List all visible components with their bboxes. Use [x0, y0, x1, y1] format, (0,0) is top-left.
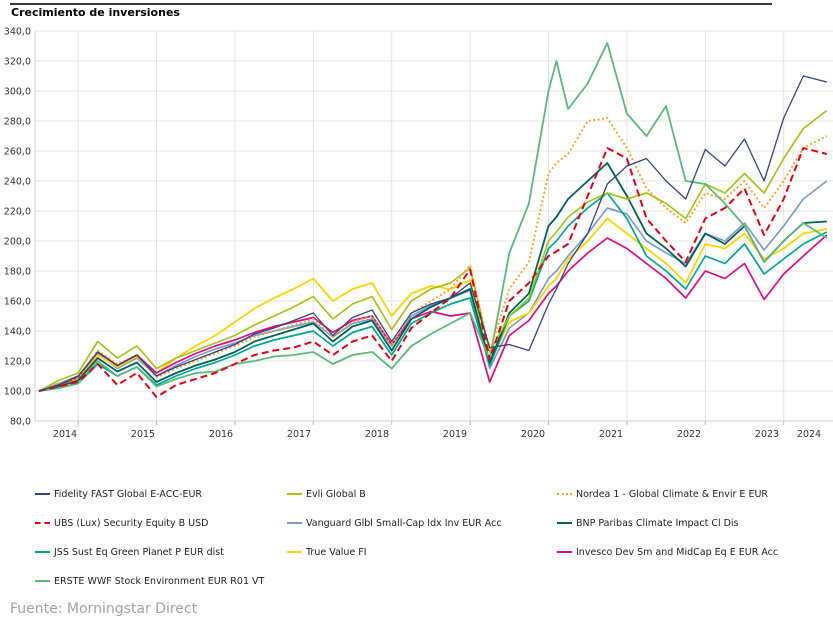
legend-swatch-icon [557, 493, 572, 495]
title-rule [10, 3, 772, 5]
chart-legend: Fidelity FAST Global E-ACC-EUR Evli Globa… [35, 484, 827, 584]
legend-label: UBS (Lux) Security Equity B USD [54, 517, 209, 529]
y-axis-tick-label: 140,0 [4, 327, 31, 338]
legend-item-10: ERSTE WWF Stock Environment EUR R01 VT [35, 571, 287, 584]
legend-swatch-icon [287, 522, 302, 524]
series-line-4 [38, 147, 828, 398]
x-axis-tick-label: 2014 [53, 429, 77, 440]
x-axis-tick-label: 2019 [443, 429, 467, 440]
legend-swatch-icon [287, 551, 302, 553]
legend-label: Fidelity FAST Global E-ACC-EUR [54, 488, 203, 500]
y-axis-tick-label: 160,0 [4, 297, 31, 308]
chart-title: Crecimiento de inversiones [11, 6, 180, 19]
x-axis-tick-label: 2017 [287, 429, 311, 440]
series-line-3 [38, 117, 828, 392]
legend-label: Vanguard Glbl Small-Cap Idx Inv EUR Acc [306, 517, 502, 529]
x-axis-tick-label: 2022 [677, 429, 701, 440]
x-axis-tick-label: 2016 [209, 429, 233, 440]
series-line-7 [38, 192, 828, 392]
y-axis-tick-label: 300,0 [4, 87, 31, 98]
legend-swatch-icon [35, 580, 50, 582]
x-axis-tick-label: 2024 [797, 429, 821, 440]
legend-label: Nordea 1 - Global Climate & Envir E EUR [576, 488, 769, 500]
x-axis-tick-label: 2020 [521, 429, 545, 440]
series-line-9 [38, 234, 828, 392]
y-axis-tick-label: 260,0 [4, 147, 31, 158]
y-axis-tick-label: 180,0 [4, 267, 31, 278]
legend-item-5: Vanguard Glbl Small-Cap Idx Inv EUR Acc [287, 513, 557, 533]
legend-item-9: Invesco Dev Sm and MidCap Eq E EUR Acc [557, 542, 827, 562]
y-axis-tick-label: 340,0 [4, 27, 31, 38]
y-axis-tick-label: 80,0 [10, 417, 31, 428]
legend-swatch-icon [287, 493, 302, 495]
legend-item-7: JSS Sust Eq Green Planet P EUR dist [35, 542, 287, 562]
legend-item-1: Fidelity FAST Global E-ACC-EUR [35, 484, 287, 504]
y-axis-tick-label: 280,0 [4, 117, 31, 128]
legend-item-6: BNP Paribas Climate Impact Cl Dis [557, 513, 827, 533]
legend-item-4: UBS (Lux) Security Equity B USD [35, 513, 287, 533]
legend-item-3: Nordea 1 - Global Climate & Envir E EUR [557, 484, 827, 504]
legend-swatch-icon [557, 522, 572, 524]
investment-growth-chart: 340,0 320,0 300,0 280,0 260,0 240,0 220,0 200,0… [4, 27, 833, 440]
series-line-10 [38, 42, 828, 392]
series-line-6 [38, 162, 827, 392]
y-axis-tick-label: 120,0 [4, 357, 31, 368]
y-axis-tick-label: 200,0 [4, 237, 31, 248]
y-axis-tick-label: 240,0 [4, 177, 31, 188]
legend-label: ERSTE WWF Stock Environment EUR R01 VT [54, 575, 265, 585]
legend-label: BNP Paribas Climate Impact Cl Dis [576, 517, 739, 529]
legend-swatch-icon [35, 522, 50, 524]
legend-swatch-icon [35, 551, 50, 553]
y-axis-tick-label: 100,0 [4, 387, 31, 398]
x-axis-tick-label: 2018 [365, 429, 389, 440]
legend-label: Invesco Dev Sm and MidCap Eq E EUR Acc [576, 546, 779, 558]
series-line-1 [38, 75, 827, 392]
legend-swatch-icon [557, 551, 572, 553]
legend-swatch-icon [35, 493, 50, 495]
legend-item-8: True Value FI [287, 542, 557, 562]
y-axis-tick-label: 320,0 [4, 57, 31, 68]
y-axis-tick-label: 220,0 [4, 207, 31, 218]
x-axis-tick-label: 2015 [131, 429, 155, 440]
legend-label: Evli Global B [306, 488, 366, 500]
legend-label: True Value FI [306, 546, 367, 558]
legend-label: JSS Sust Eq Green Planet P EUR dist [54, 546, 224, 558]
legend-item-2: Evli Global B [287, 484, 557, 504]
x-axis-tick-label: 2021 [599, 429, 623, 440]
series-line-2 [38, 109, 828, 392]
source-note: Fuente: Morningstar Direct [10, 601, 198, 617]
x-axis-tick-label: 2023 [755, 429, 779, 440]
